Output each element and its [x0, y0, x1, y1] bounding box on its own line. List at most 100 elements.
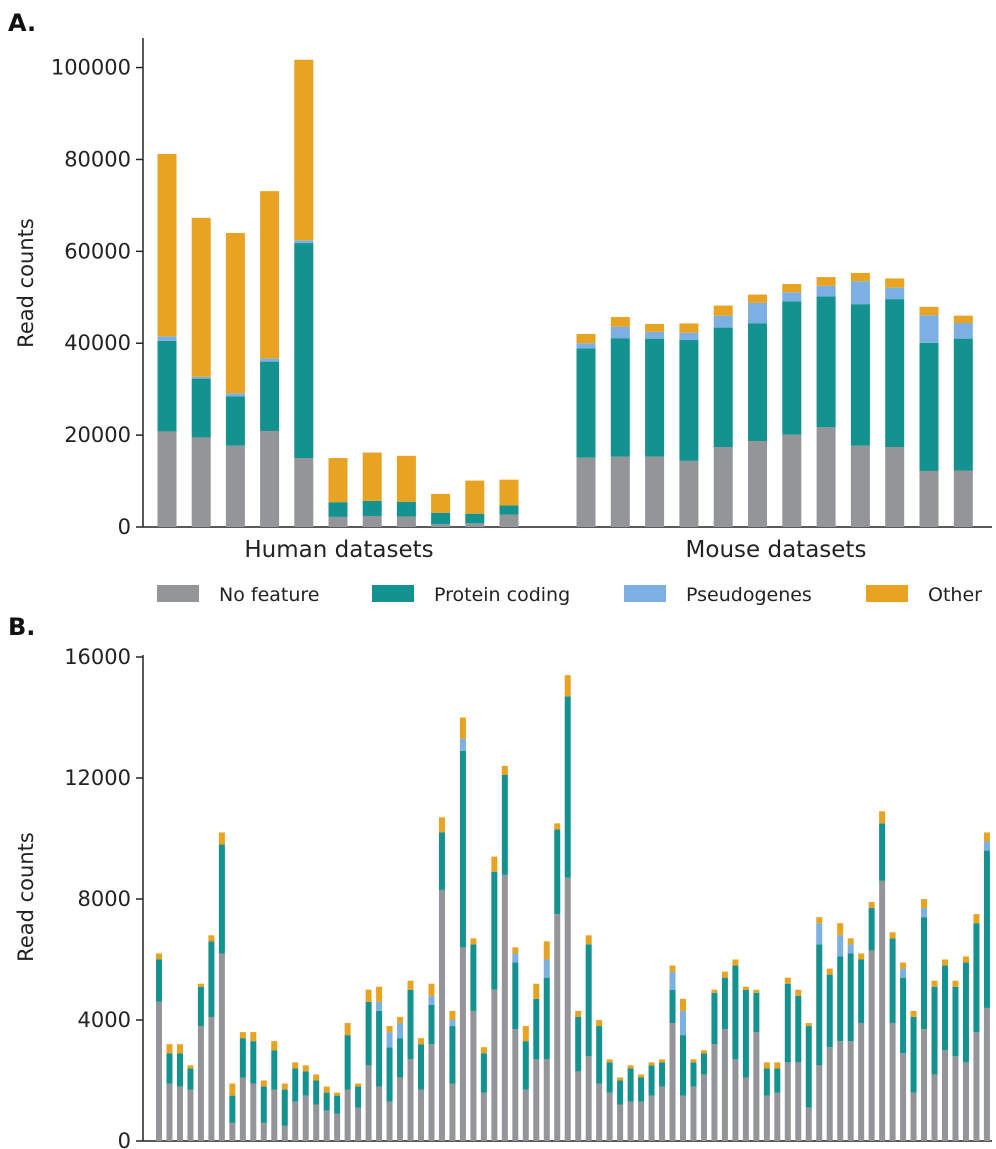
panel-b-bar-no-feature: [638, 1101, 645, 1141]
panel-b-bar-no-feature: [889, 1023, 896, 1141]
panel-b-bar-other: [176, 1044, 183, 1054]
panel-b-bar-no-feature: [648, 1095, 655, 1141]
panel-b-bar-other: [921, 899, 928, 909]
panel-b-bar-other: [218, 832, 225, 845]
panel-b-bar-other: [397, 1016, 404, 1024]
panel-b-bar-other: [721, 971, 728, 978]
panel-b-bar-protein-coding: [166, 1053, 173, 1084]
panel-a-bar-protein-coding: [396, 501, 416, 517]
panel-b-bar-protein-coding: [156, 959, 162, 1002]
panel-b-bar-other: [271, 1041, 278, 1051]
panel-a-bar-other: [576, 334, 596, 344]
legend-swatch-no-feature: [157, 585, 199, 602]
panel-b-bar-no-feature: [711, 1044, 718, 1141]
panel-b-bar-protein-coding: [564, 696, 571, 878]
panel-a-bar-no-feature: [396, 516, 416, 527]
panel-a-bar-no-feature: [294, 458, 314, 527]
panel-b-bar-protein-coding: [407, 989, 414, 1060]
panel-b-bar-protein-coding: [742, 989, 749, 1078]
panel-b-bar-pseudogenes: [816, 923, 823, 945]
panel-b-bar-other: [344, 1023, 351, 1036]
panel-a-bar-other: [225, 232, 245, 394]
panel-b-bar-protein-coding: [837, 956, 844, 1042]
panel-b-bar-other: [659, 1059, 666, 1063]
panel-b-bar-protein-coding: [910, 1016, 917, 1093]
panel-b-bar-pseudogenes: [428, 995, 435, 1005]
panel-b-bar-protein-coding: [690, 1062, 697, 1087]
panel-b-bar-no-feature: [921, 1029, 928, 1141]
panel-b-bar-protein-coding: [700, 1053, 707, 1075]
panel-b-ytick-label: 16000: [64, 645, 131, 669]
panel-a-bar-other: [782, 283, 802, 293]
panel-a-bar-protein-coding: [431, 512, 451, 525]
panel-b-bar-other: [260, 1080, 267, 1087]
panel-b-bar-other: [208, 935, 215, 942]
panel-b-bar-no-feature: [397, 1077, 404, 1141]
panel-a-chart: 0 20000 40000 60000 80000 100000: [51, 38, 992, 539]
panel-b-bar-protein-coding: [680, 1035, 686, 1096]
panel-a-bar-no-feature: [465, 523, 485, 527]
panel-b-bar-other: [596, 1020, 603, 1027]
panel-b-bar-no-feature: [197, 1026, 204, 1141]
panel-a-bar-no-feature: [850, 445, 870, 527]
panel-b-bar-no-feature: [596, 1083, 603, 1141]
panel-b-bar-other: [952, 980, 959, 987]
panel-a-ytick-label: 40000: [64, 331, 131, 355]
panel-a-bar-other: [191, 217, 211, 377]
panel-a-bar-protein-coding: [645, 338, 665, 457]
panel-b-bar-pseudogenes: [397, 1023, 404, 1039]
panel-b-bar-no-feature: [449, 1083, 456, 1141]
panel-b-bar-protein-coding: [208, 941, 215, 1017]
panel-b-bar-other: [711, 989, 718, 993]
panel-b-bar-protein-coding: [543, 977, 550, 1060]
panel-b-bar-no-feature: [376, 1086, 383, 1141]
panel-a-bar-protein-coding: [260, 361, 280, 431]
panel-b-bar-pseudogenes: [680, 1010, 686, 1036]
panel-b-bar-no-feature: [910, 1092, 917, 1141]
panel-b-bar-other: [774, 1062, 781, 1069]
panel-b-bar-no-feature: [606, 1092, 613, 1141]
panel-b-bar-no-feature: [617, 1104, 624, 1141]
panel-b-bar-no-feature: [868, 950, 875, 1141]
panel-b-bar-no-feature: [176, 1086, 183, 1141]
panel-b-bar-protein-coding: [596, 1026, 603, 1084]
panel-b-bar-other: [313, 1074, 320, 1081]
panel-b-bar-other: [250, 1032, 257, 1042]
panel-b-bar-no-feature: [313, 1104, 320, 1141]
panel-b-bar-protein-coding: [931, 986, 938, 1075]
panel-b-bar-protein-coding: [397, 1038, 404, 1078]
panel-a-bar-other: [260, 191, 280, 359]
legend-swatch-pseudogenes: [624, 585, 666, 602]
panel-b-bar-no-feature: [323, 1110, 330, 1141]
panel-b-bar-no-feature: [533, 1059, 540, 1141]
panel-a-bar-protein-coding: [782, 301, 802, 435]
panel-b-bar-pseudogenes: [900, 968, 907, 978]
panel-b-bar-no-feature: [438, 889, 445, 1141]
panel-a-bar-other: [431, 493, 451, 513]
panel-b-ytick-label: 8000: [78, 887, 131, 911]
panel-b-bar-protein-coding: [942, 965, 948, 1051]
panel-a-bar-no-feature: [782, 434, 802, 527]
panel-b-bar-other: [459, 717, 466, 739]
panel-b-bar-no-feature: [784, 1062, 791, 1141]
panel-b-bar-other: [197, 983, 204, 987]
panel-a-bar-pseudogenes: [953, 323, 973, 339]
panel-b-chart: 0 4000 8000 12000 16000: [64, 645, 992, 1149]
panel-b-bar-protein-coding: [470, 944, 477, 1011]
panel-b-bar-protein-coding: [889, 938, 896, 1024]
panel-a-bar-other: [679, 323, 699, 333]
panel-a-bar-no-feature: [157, 431, 177, 527]
panel-b-bar-protein-coding: [334, 1095, 341, 1114]
panel-b-bar-other: [606, 1059, 613, 1063]
panel-a-bar-pseudogenes: [645, 331, 665, 339]
panel-b-bar-protein-coding: [826, 974, 833, 1048]
panel-b-bar-protein-coding: [313, 1080, 320, 1105]
panel-a-bar-pseudogenes: [225, 393, 245, 397]
panel-b-bar-other: [355, 1083, 362, 1087]
panel-b-bar-other: [407, 980, 414, 990]
panel-b-bar-protein-coding: [952, 986, 959, 1057]
panel-b-bar-protein-coding: [763, 1068, 770, 1096]
panel-b-bar-no-feature: [753, 1032, 760, 1141]
panel-b-bar-protein-coding: [648, 1065, 655, 1096]
panel-b-bar-other: [732, 959, 739, 966]
